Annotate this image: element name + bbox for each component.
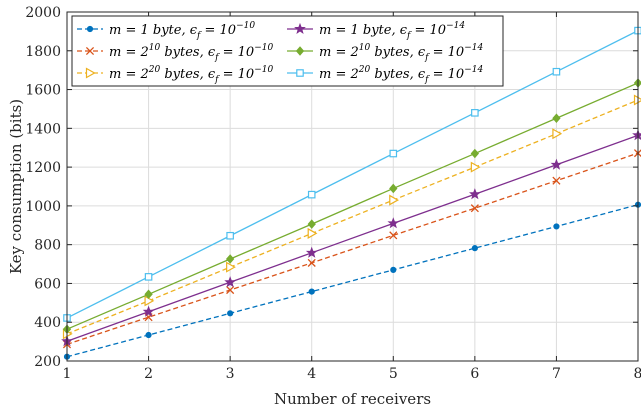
series-line-s4 bbox=[66, 134, 639, 342]
data-point-s4 bbox=[469, 188, 481, 200]
legend-label-s2: m = 210 bytes, ϵf = 10−10 bbox=[109, 43, 273, 63]
data-point-s1 bbox=[308, 288, 315, 295]
x-tick-label: 7 bbox=[552, 366, 561, 382]
y-tick-labels: 200 400 600 800 1000 1200 1400 1600 1800 2000 bbox=[25, 5, 61, 370]
x-tick-label: 1 bbox=[63, 366, 72, 382]
data-point-s6 bbox=[552, 67, 561, 76]
x-tick-label: 4 bbox=[307, 366, 316, 382]
axes bbox=[66, 11, 639, 362]
data-point-s5 bbox=[470, 148, 480, 159]
data-point-s2 bbox=[470, 204, 479, 213]
y-tick-label: 1800 bbox=[25, 44, 61, 60]
data-point-s5 bbox=[307, 219, 316, 229]
legend-item-s1: m = 1 byte, ϵf = 10−10 bbox=[77, 21, 255, 41]
x-tick-label: 6 bbox=[470, 366, 479, 382]
y-tick-label: 1400 bbox=[25, 121, 61, 137]
y-tick-label: 1600 bbox=[25, 83, 61, 99]
series-s2 bbox=[62, 149, 641, 349]
legend-label-s1: m = 1 byte, ϵf = 10−10 bbox=[109, 21, 255, 41]
data-point-s3 bbox=[389, 194, 400, 206]
legend-marker-s2 bbox=[85, 46, 95, 56]
data-point-s3 bbox=[307, 227, 318, 239]
x-tick-labels: 1 2 3 4 5 6 7 8 bbox=[63, 366, 641, 382]
data-point-s6 bbox=[471, 109, 479, 117]
legend: m = 1 byte, ϵf = 10−10m = 210 bytes, ϵf … bbox=[71, 15, 504, 87]
data-point-s2 bbox=[552, 176, 561, 185]
data-point-s2 bbox=[389, 231, 398, 240]
legend-marker-s5 bbox=[295, 46, 305, 56]
legend-item-s3: m = 220 bytes, ϵf = 10−10 bbox=[77, 65, 273, 85]
plot-frame bbox=[66, 11, 639, 362]
data-point-s5 bbox=[389, 183, 398, 194]
legend-item-s6: m = 220 bytes, ϵf = 10−14 bbox=[287, 65, 483, 85]
data-point-s1 bbox=[145, 331, 152, 339]
x-tick-label: 5 bbox=[389, 366, 398, 382]
series-line-s2 bbox=[66, 152, 639, 345]
data-point-s4 bbox=[387, 217, 400, 229]
data-point-s4 bbox=[142, 305, 155, 317]
x-tick-label: 2 bbox=[144, 366, 153, 382]
data-point-s3 bbox=[144, 295, 155, 307]
series-line-s1 bbox=[66, 204, 639, 358]
y-tick-label: 800 bbox=[34, 238, 61, 254]
series-line-s6 bbox=[66, 30, 639, 319]
legend-marker-s3 bbox=[85, 67, 96, 79]
data-point-s6 bbox=[144, 273, 153, 281]
legend-label-s4: m = 1 byte, ϵf = 10−14 bbox=[319, 21, 465, 41]
y-tick-label: 2000 bbox=[25, 5, 61, 21]
series-s3 bbox=[62, 94, 641, 340]
legend-marker-s1 bbox=[86, 25, 94, 33]
y-tick-label: 400 bbox=[34, 315, 61, 331]
legend-marker-s6 bbox=[296, 69, 304, 77]
data-point-s5 bbox=[552, 113, 561, 124]
data-point-s6 bbox=[307, 190, 316, 199]
data-point-s5 bbox=[225, 254, 235, 264]
data-point-s1 bbox=[227, 310, 234, 317]
data-point-s5 bbox=[144, 289, 153, 300]
x-tick-label: 3 bbox=[226, 366, 235, 382]
x-tick-label: 8 bbox=[634, 366, 641, 382]
data-point-s6 bbox=[389, 149, 398, 158]
y-tick-label: 1000 bbox=[25, 199, 61, 215]
data-point-s3 bbox=[226, 261, 236, 273]
series-line-s3 bbox=[66, 99, 639, 335]
data-point-s1 bbox=[553, 223, 560, 230]
data-point-s4 bbox=[550, 158, 563, 170]
y-axis-label: Key consumption (bits) bbox=[7, 99, 25, 274]
series-line-s5 bbox=[66, 82, 639, 330]
legend-item-s4: m = 1 byte, ϵf = 10−14 bbox=[287, 21, 465, 41]
legend-label-s3: m = 220 bytes, ϵf = 10−10 bbox=[109, 65, 273, 85]
legend-item-s5: m = 210 bytes, ϵf = 10−14 bbox=[287, 43, 483, 63]
data-point-s4 bbox=[305, 246, 318, 258]
y-tick-label: 600 bbox=[34, 276, 61, 292]
data-point-s4 bbox=[224, 276, 236, 288]
legend-item-s2: m = 210 bytes, ϵf = 10−10 bbox=[77, 43, 273, 63]
data-point-s4 bbox=[632, 129, 641, 141]
y-tick-label: 1200 bbox=[25, 160, 61, 176]
data-point-s3 bbox=[470, 161, 481, 173]
legend-label-s5: m = 210 bytes, ϵf = 10−14 bbox=[319, 43, 483, 63]
data-point-s2 bbox=[307, 258, 316, 267]
x-axis-label: Number of receivers bbox=[274, 390, 431, 408]
y-tick-label: 200 bbox=[34, 354, 61, 370]
data-point-s1 bbox=[471, 245, 478, 252]
series-s1 bbox=[63, 201, 641, 360]
data-point-s1 bbox=[390, 266, 397, 273]
legend-label-s6: m = 220 bytes, ϵf = 10−14 bbox=[319, 65, 483, 85]
data-point-s3 bbox=[552, 128, 563, 140]
data-point-s6 bbox=[226, 231, 234, 240]
data-point-s2 bbox=[226, 285, 235, 295]
legend-marker-s4 bbox=[294, 22, 306, 34]
